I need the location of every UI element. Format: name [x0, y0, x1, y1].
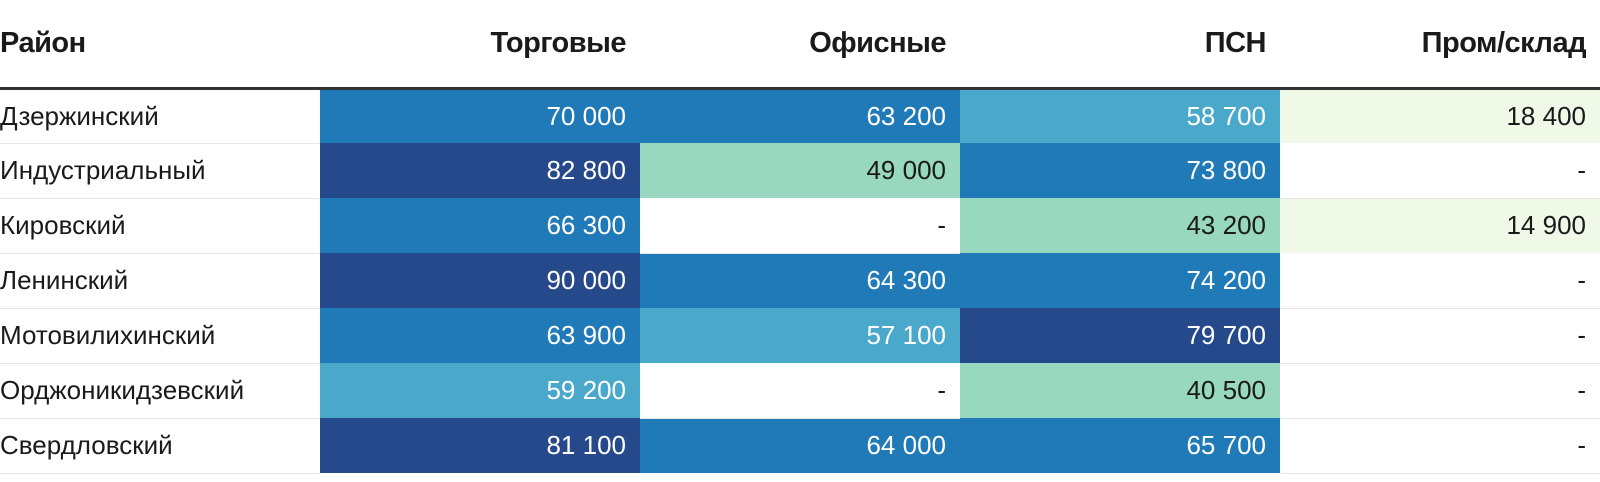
table-row: Ленинский 90 000 64 300 74 200- [0, 253, 1600, 309]
district-name-cell: Орджоникидзевский [0, 363, 320, 419]
heat-cell-office: 63 200 [640, 88, 960, 143]
column-header-industrial: Пром/склад [1280, 0, 1600, 90]
heat-cell-retail: 90 000 [320, 253, 640, 308]
heat-cell-retail: 70 000 [320, 88, 640, 143]
heat-cell-industrial: - [1280, 363, 1600, 419]
district-name-cell: Кировский [0, 198, 320, 254]
heat-cell-psn: 65 700 [960, 418, 1280, 473]
heat-cell-psn: 73 800 [960, 143, 1280, 198]
heat-cell-industrial: - [1280, 143, 1600, 199]
district-name-cell: Индустриальный [0, 143, 320, 199]
heat-cell-industrial: - [1280, 418, 1600, 474]
table-row: Мотовилихинский 63 900 57 100 79 700- [0, 308, 1600, 364]
column-header-office: Офисные [640, 0, 960, 90]
heat-cell-office: - [640, 363, 960, 419]
district-name-cell: Дзержинский [0, 88, 320, 144]
heat-cell-psn: 43 200 [960, 198, 1280, 253]
table-body: Дзержинский 70 000 63 200 58 700 18 400 Индус… [0, 88, 1600, 474]
column-header-retail: Торговые [320, 0, 640, 90]
heat-cell-psn: 74 200 [960, 253, 1280, 308]
table-row: Дзержинский 70 000 63 200 58 700 18 400 [0, 88, 1600, 144]
heat-cell-industrial: 18 400 [1280, 88, 1600, 143]
heat-cell-psn: 79 700 [960, 308, 1280, 363]
heat-cell-office: 64 000 [640, 418, 960, 473]
header-row: Район Торговые Офисные ПСН Пром/склад [0, 0, 1600, 90]
district-name-cell: Ленинский [0, 253, 320, 309]
heat-cell-office: 49 000 [640, 143, 960, 198]
heat-cell-retail: 81 100 [320, 418, 640, 473]
heat-cell-retail: 59 200 [320, 363, 640, 418]
heat-cell-office: 64 300 [640, 253, 960, 308]
heat-cell-psn: 40 500 [960, 363, 1280, 418]
heat-cell-industrial: - [1280, 253, 1600, 309]
heat-cell-retail: 63 900 [320, 308, 640, 363]
table-row: Индустриальный 82 800 49 000 73 800- [0, 143, 1600, 199]
heat-cell-office: 57 100 [640, 308, 960, 363]
heat-cell-office: - [640, 198, 960, 254]
table-row: Свердловский 81 100 64 000 65 700- [0, 418, 1600, 474]
district-name-cell: Мотовилихинский [0, 308, 320, 364]
table-row: Кировский 66 300-43 200 14 900 [0, 198, 1600, 254]
heat-cell-industrial: 14 900 [1280, 198, 1600, 253]
district-name-cell: Свердловский [0, 418, 320, 474]
column-header-psn: ПСН [960, 0, 1280, 90]
heat-cell-retail: 66 300 [320, 198, 640, 253]
heat-cell-industrial: - [1280, 308, 1600, 364]
heat-cell-psn: 58 700 [960, 88, 1280, 143]
table-row: Орджоникидзевский 59 200-40 500- [0, 363, 1600, 419]
heat-cell-retail: 82 800 [320, 143, 640, 198]
column-header-district: Район [0, 0, 320, 90]
